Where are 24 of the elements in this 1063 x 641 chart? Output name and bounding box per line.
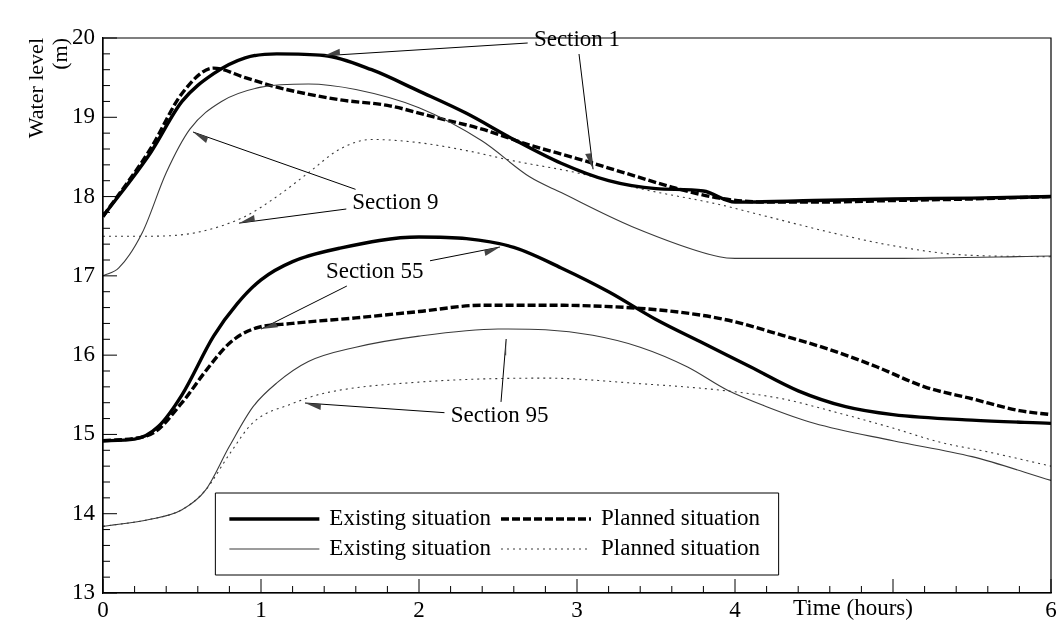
y-tick-label: 20	[72, 24, 95, 50]
y-axis-title: Water level (m)	[22, 38, 72, 139]
annotation: Section 55	[325, 257, 424, 283]
y-tick-label: 16	[72, 341, 95, 367]
x-tick-label: 4	[729, 596, 742, 622]
x-tick-label: 6	[1045, 596, 1057, 622]
legend-label: Planned situation	[601, 505, 761, 531]
x-tick-label: 3	[571, 596, 583, 622]
y-tick-label: 17	[72, 261, 95, 287]
y-tick-label: 15	[72, 420, 95, 446]
annotation: Section 95	[450, 402, 549, 428]
x-axis-title: Time (hours)	[793, 594, 913, 620]
legend-label: Planned situation	[601, 535, 761, 561]
y-tick-label: 14	[72, 499, 96, 525]
legend-label: Existing situation	[329, 505, 492, 531]
x-tick-label: 2	[413, 596, 425, 622]
annotation: Section 1	[533, 25, 621, 51]
x-tick-label: 1	[255, 596, 267, 622]
y-tick-label: 18	[72, 182, 95, 208]
legend-label: Existing situation	[329, 535, 492, 561]
y-tick-label: 19	[72, 103, 95, 129]
annotation: Section 9	[352, 188, 439, 214]
y-tick-label: 13	[72, 579, 95, 605]
x-tick-label: 0	[97, 596, 109, 622]
